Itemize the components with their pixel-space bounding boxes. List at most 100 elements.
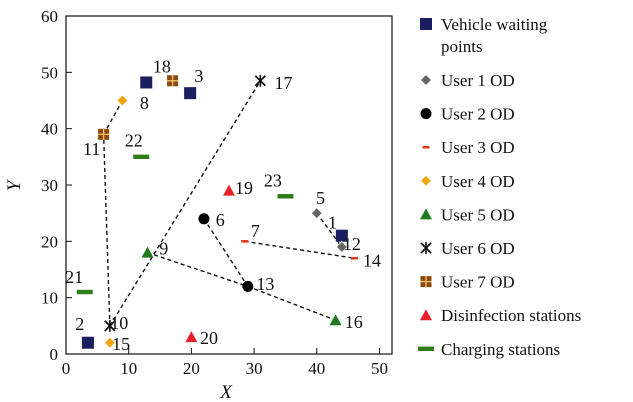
point-label: 14 [363,251,381,271]
point-diamond [335,240,348,254]
legend-label: Vehicle waiting [441,15,548,34]
axis-ticks: 0 10 20 30 40 50 0 10 20 30 40 50 60 [41,7,388,378]
point-square [81,336,94,349]
point-label: 16 [345,312,363,332]
point-label: 5 [316,188,325,208]
legend-item: Vehicle waiting points [420,15,548,56]
point-dash [350,256,358,260]
point-label: 6 [216,210,225,230]
legend-marker-triangle [420,309,432,321]
route-line [147,251,249,288]
point-label: 9 [159,238,168,258]
x-tick-label: 20 [183,359,200,378]
point-boxcross [98,128,110,140]
y-tick-label: 0 [50,345,59,364]
y-tick-label: 30 [41,176,58,195]
x-tick-label: 40 [308,359,325,378]
legend-marker-circle [420,108,432,120]
legend-item: User 3 OD [422,138,515,157]
point-triangle [185,331,198,343]
legend-item: User 2 OD [420,105,515,124]
legend-marker-triangle [420,208,432,220]
legend-marker-bar [418,346,434,351]
data-points [76,74,358,349]
route-line [247,285,336,321]
point-label: 21 [65,267,83,287]
point-label: 7 [251,221,260,241]
legend-label: User 2 OD [441,105,515,124]
x-axis-label: X [219,382,233,402]
legend-label: User 5 OD [441,205,515,224]
point-label: 1 [328,212,337,232]
point-bar [277,194,294,199]
route-line [244,240,355,259]
y-tick-label: 10 [41,289,58,308]
legend-item: Disinfection stations [420,306,581,325]
point-square [335,229,348,242]
legend-marker-diamond [419,174,433,187]
point-circle [198,213,210,225]
legend-item: User 6 OD [420,239,515,258]
legend-marker-star [420,242,432,254]
route-line [203,218,249,287]
point-star [254,74,266,87]
y-tick-label: 40 [41,120,58,139]
point-diamond [103,336,116,349]
y-tick-label: 20 [41,232,58,251]
legend-marker-dash [422,145,430,149]
legend-item: User 1 OD [419,71,515,90]
point-label: 3 [194,66,203,86]
legend-label: User 3 OD [441,138,515,157]
legend-item: User 5 OD [420,205,515,224]
point-label: 13 [256,274,274,294]
point-square [184,87,197,100]
point-triangle [329,314,342,326]
legend-label: points [441,37,483,56]
point-label: 12 [343,234,361,254]
x-tick-label: 50 [371,359,388,378]
legend-label: Charging stations [441,340,560,359]
point-label: 22 [125,131,143,151]
point-star [104,319,116,332]
legend-label: User 4 OD [441,172,515,191]
point-diamond [310,207,323,220]
point-label: 8 [140,93,149,113]
route-line [102,134,111,326]
point-diamond [116,94,129,107]
y-tick-label: 60 [41,7,58,26]
legend-marker-diamond [419,73,433,87]
point-label: 17 [275,73,293,93]
legend-item: User 7 OD [420,273,515,292]
x-tick-label: 0 [62,359,71,378]
legend-label: User 7 OD [441,273,515,292]
point-label: 23 [264,171,282,191]
legend-marker-square [420,18,432,30]
route-line [109,80,261,327]
point-bar [76,289,93,295]
point-circle [242,280,254,292]
point-label: 15 [112,334,130,354]
legend-item: User 4 OD [419,172,515,191]
legend-item: Charging stations [418,340,560,359]
point-label: 10 [110,313,128,333]
y-axis-label: Y [4,178,25,191]
x-tick-label: 30 [246,359,263,378]
point-triangle [223,184,235,196]
legend-label: User 1 OD [441,71,515,90]
legend-marker-boxcross [420,276,432,288]
y-tick-label: 50 [41,63,58,82]
x-tick-label: 10 [120,359,137,378]
point-label: 11 [83,139,100,159]
point-label: 18 [153,56,171,76]
point-triangle [141,246,154,258]
legend: Vehicle waiting points User 1 OD User 2 OD U… [418,15,581,359]
point-boxcross [167,75,179,87]
legend-label: User 6 OD [441,239,515,258]
legend-label: Disinfection stations [441,306,581,325]
point-dash [241,240,249,243]
point-bar [133,154,150,160]
point-label: 20 [200,328,218,348]
point-square [140,76,153,89]
